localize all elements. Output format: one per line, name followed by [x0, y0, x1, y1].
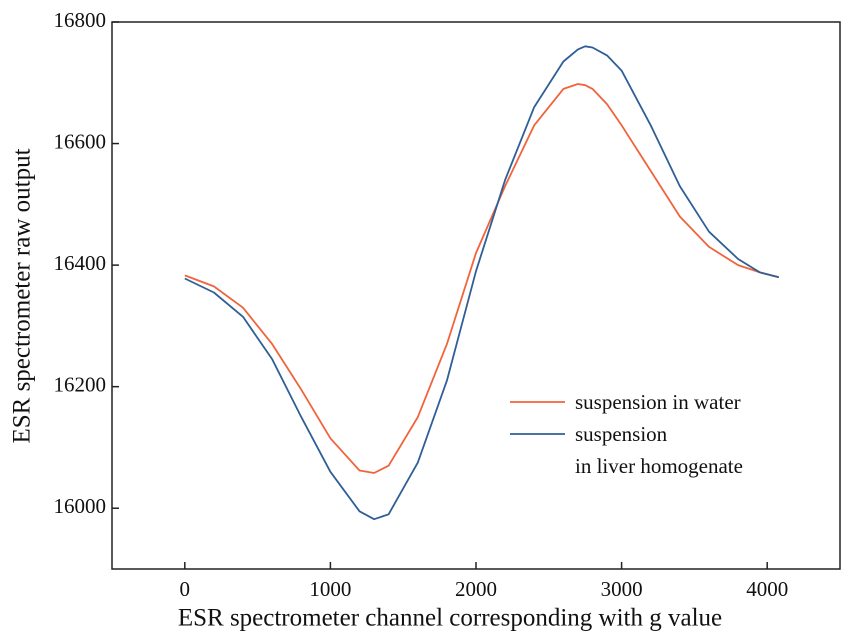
y-tick-label: 16600	[54, 129, 107, 153]
y-tick-label: 16800	[54, 8, 107, 32]
data-line	[184, 45, 780, 521]
y-tick-label: 16000	[54, 494, 107, 518]
y-tick-label: 16200	[54, 372, 107, 396]
x-axis-label: ESR spectrometer channel corresponding w…	[178, 605, 722, 632]
legend-label: suspension in water	[575, 390, 741, 414]
y-tick-label: 16400	[54, 251, 107, 275]
y-axis-label: ESR spectrometer raw output	[9, 148, 36, 443]
legend-label: suspension in liver homogenate	[575, 422, 743, 478]
plot-frame	[111, 21, 841, 570]
x-tick-label: 1000	[309, 577, 351, 601]
data-line	[184, 83, 780, 474]
x-tick-label: 2000	[455, 577, 497, 601]
x-tick-label: 4000	[746, 577, 788, 601]
x-tick-label: 0	[180, 577, 191, 601]
x-tick-label: 3000	[601, 577, 643, 601]
